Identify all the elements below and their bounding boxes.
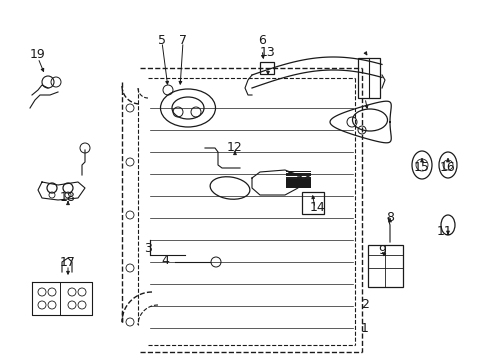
Text: 12: 12	[226, 141, 243, 154]
Bar	[357, 58, 379, 98]
Text: 3: 3	[144, 242, 152, 255]
Text: 11: 11	[436, 225, 452, 238]
Text: 19: 19	[30, 49, 46, 62]
Bar	[260, 62, 273, 74]
Text: 16: 16	[439, 162, 455, 175]
Text: 6: 6	[258, 33, 265, 46]
Text: 4: 4	[161, 253, 168, 266]
Bar	[367, 245, 402, 287]
Text: 1: 1	[360, 321, 368, 334]
Text: 8: 8	[385, 211, 393, 225]
Text: 18: 18	[60, 192, 76, 204]
Text: 10: 10	[296, 175, 312, 189]
Text: 5: 5	[158, 33, 165, 46]
Text: 9: 9	[377, 243, 385, 256]
Text: 15: 15	[413, 162, 429, 175]
Text: 17: 17	[60, 256, 76, 269]
Text: 2: 2	[360, 298, 368, 311]
Text: 13: 13	[260, 45, 275, 58]
Text: 7: 7	[179, 33, 186, 46]
Text: 14: 14	[309, 202, 325, 215]
Bar	[302, 192, 324, 214]
